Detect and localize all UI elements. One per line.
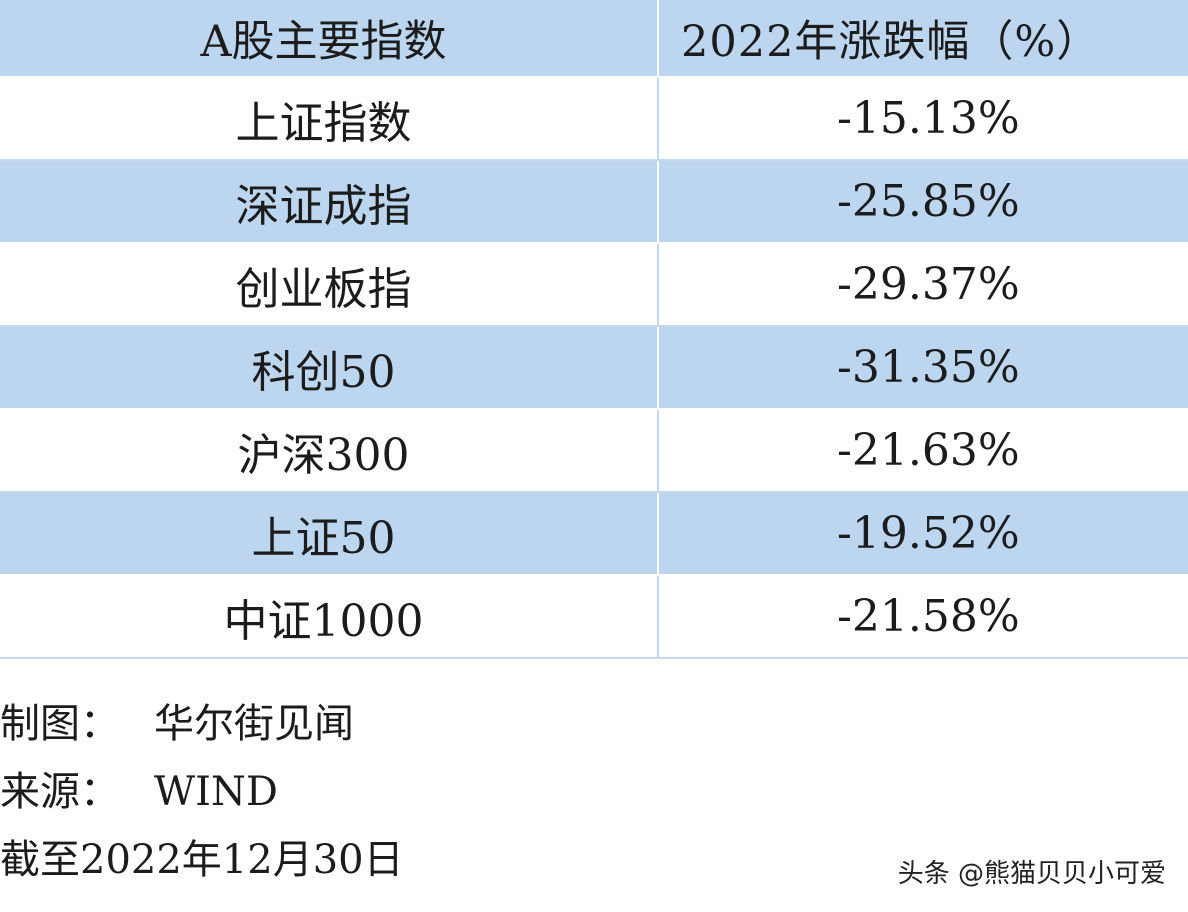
index-change: -15.13%: [657, 78, 1188, 159]
watermark: 头条 @熊猫贝贝小可爱: [897, 859, 1166, 889]
index-change: -31.35%: [657, 327, 1188, 408]
index-name: 上证指数: [235, 97, 412, 149]
index-change: -21.63%: [657, 410, 1188, 491]
source-value: WIND: [154, 769, 278, 815]
table-row: 中证1000 -21.58%: [0, 576, 1188, 659]
index-name: 深证成指: [235, 180, 412, 232]
header-index-name: A股主要指数: [200, 17, 447, 67]
table-header-row: A股主要指数 2022年涨跌幅（%）: [0, 0, 1188, 78]
source-note: 来源： WIND: [0, 758, 404, 826]
index-change: -19.52%: [657, 493, 1188, 574]
index-name: 沪深300: [237, 429, 410, 481]
table-row: 上证50 -19.52%: [0, 493, 1188, 576]
chart-by-label: 制图：: [0, 701, 120, 747]
index-name: 上证50: [251, 512, 396, 564]
table-row: 深证成指 -25.85%: [0, 161, 1188, 244]
index-name: 科创50: [251, 346, 396, 398]
table-row: 科创50 -31.35%: [0, 327, 1188, 410]
header-change: 2022年涨跌幅（%）: [657, 0, 1188, 76]
table-row: 上证指数 -15.13%: [0, 78, 1188, 161]
index-change: -25.85%: [657, 161, 1188, 242]
table-row: 创业板指 -29.37%: [0, 244, 1188, 327]
index-change: -21.58%: [657, 576, 1188, 657]
index-change: -29.37%: [657, 244, 1188, 325]
as-of-note: 截至2022年12月30日: [0, 837, 404, 883]
chart-by-note: 制图： 华尔街见闻: [0, 690, 404, 758]
index-performance-table: A股主要指数 2022年涨跌幅（%） 上证指数 -15.13% 深证成指 -25…: [0, 0, 1188, 659]
table-notes: 制图： 华尔街见闻 来源： WIND 截至2022年12月30日: [0, 690, 404, 894]
source-label: 来源：: [0, 769, 120, 815]
index-name: 创业板指: [235, 263, 412, 315]
chart-by-value: 华尔街见闻: [154, 701, 354, 747]
table-row: 沪深300 -21.63%: [0, 410, 1188, 493]
index-name: 中证1000: [223, 595, 424, 647]
